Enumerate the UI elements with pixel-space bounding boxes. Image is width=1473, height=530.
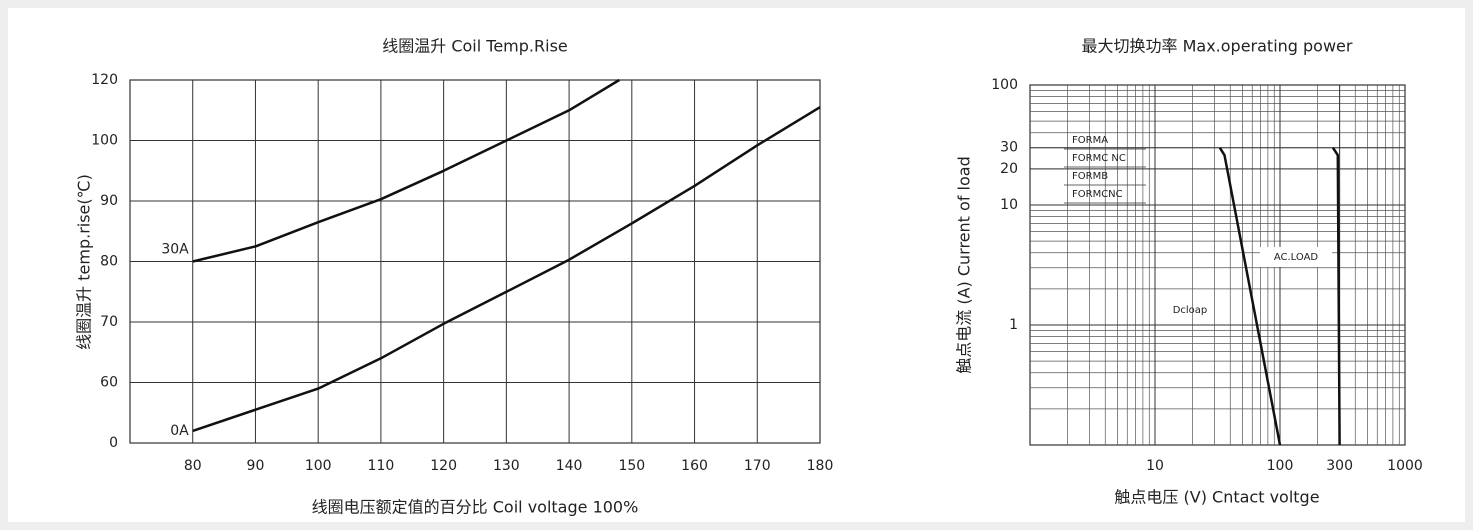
y-tick-label: 30 [1000,140,1018,156]
y-tick-label: 60 [100,375,118,391]
y-tick-label: 20 [1000,161,1018,177]
chart: 线圈温升 Coil Temp.Rise 线圈电压额定值的百分比 Coil volt… [75,37,834,517]
series-line [1331,147,1341,446]
y-tick-label: 90 [100,193,118,209]
x-tick-label: 10 [1146,458,1164,474]
x-tick-label: 110 [368,458,395,474]
annotation: FORMCNC [1072,189,1123,200]
x-tick-label: 100 [305,458,332,474]
y-tick-label: 100 [991,77,1018,93]
annotation: FORMB [1072,171,1108,182]
x-tick-label: 90 [247,458,265,474]
x-tick-label: 1000 [1387,458,1423,474]
label-box [1260,247,1332,267]
x-tick-label: 100 [1267,458,1294,474]
x-tick-label: 300 [1326,458,1353,474]
x-tick-label: 170 [744,458,771,474]
series-label: 30A [161,242,189,258]
chart-title: 线圈温升 Coil Temp.Rise [382,37,568,56]
series-line [192,106,821,433]
y-tick-label: 10 [1000,197,1018,213]
chart: 最大切换功率 Max.operating power 触点电压 (V) Cntac… [955,37,1423,507]
y-tick-label: 1 [1009,317,1018,333]
x-tick-label: 80 [184,458,202,474]
x-tick-label: 150 [618,458,645,474]
annotation: FORMA [1072,135,1108,146]
y-tick-label: 0 [109,435,118,451]
x-tick-label: 180 [807,458,834,474]
series-line [1218,147,1282,446]
annotation: FORMC NC [1072,153,1126,164]
y-axis-label: 线圈温升 temp.rise(℃) [75,174,94,350]
plot-area [1029,84,1406,446]
y-axis-label: 触点电流 (A) Current of load [955,156,974,374]
x-tick-label: 160 [681,458,708,474]
x-tick-label: 140 [556,458,583,474]
x-axis-label: 触点电压 (V) Cntact voltge [1114,488,1319,507]
series-line [192,78,620,263]
y-tick-label: 120 [91,72,118,88]
x-tick-label: 120 [430,458,457,474]
series-label: Dcloap [1173,305,1208,316]
y-tick-label: 80 [100,254,118,270]
x-tick-label: 130 [493,458,520,474]
series-label: AC.LOAD [1274,252,1319,263]
x-axis-label: 线圈电压额定值的百分比 Coil voltage 100% [312,498,639,517]
chart-title: 最大切换功率 Max.operating power [1082,37,1353,56]
y-tick-label: 100 [91,133,118,149]
series-label: 0A [170,423,189,439]
y-tick-label: 70 [100,314,118,330]
